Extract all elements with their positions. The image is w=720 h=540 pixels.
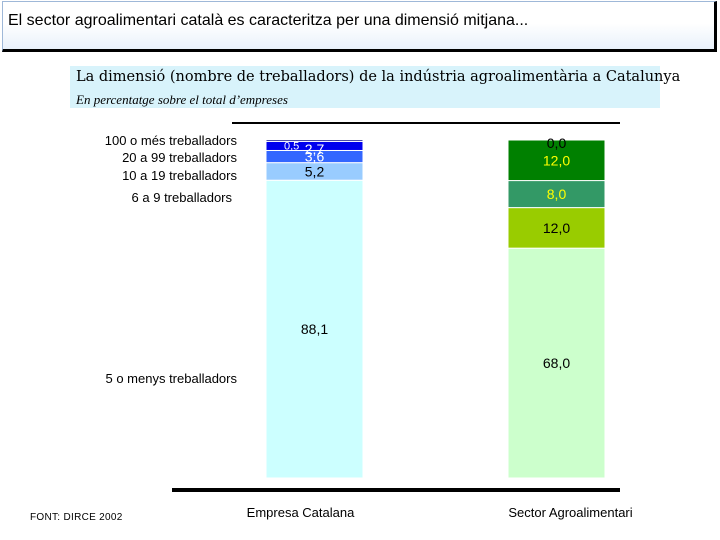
legend-label: 10 a 19 treballadors bbox=[122, 168, 237, 183]
chart-title: La dimensió (nombre de treballadors) de … bbox=[76, 69, 681, 85]
legend-label: 20 a 99 treballadors bbox=[122, 150, 237, 165]
data-label: 12,0 bbox=[543, 152, 570, 168]
legend-label: 5 o menys treballadors bbox=[105, 371, 237, 386]
data-label: 5,2 bbox=[305, 163, 325, 179]
data-label: 2,7 bbox=[305, 141, 325, 157]
bar-segment bbox=[507, 139, 606, 182]
data-label: 88,1 bbox=[301, 321, 328, 337]
slide-title: El sector agroalimentari català es carac… bbox=[8, 12, 529, 29]
data-label: 12,0 bbox=[543, 220, 570, 236]
category-label: Sector Agroalimentari bbox=[508, 505, 632, 520]
bar-segment bbox=[265, 139, 364, 142]
legend-label: 6 a 9 treballadors bbox=[132, 190, 233, 205]
data-label: 8,0 bbox=[547, 186, 567, 202]
title-bar: El sector agroalimentari català es carac… bbox=[2, 1, 717, 52]
data-label: 68,0 bbox=[543, 355, 570, 371]
bar-segment bbox=[507, 247, 606, 479]
chart-title-box: La dimensió (nombre de treballadors) de … bbox=[70, 66, 680, 108]
bar-segment bbox=[507, 180, 606, 209]
chart-subtitle: En percentatge sobre el total d’empreses bbox=[76, 92, 288, 107]
category-label: Empresa Catalana bbox=[247, 505, 355, 520]
bar-segment bbox=[265, 179, 364, 479]
data-label: 3,6 bbox=[305, 149, 325, 165]
legend-label: 100 o més treballadors bbox=[105, 133, 238, 148]
data-label: 0,0 bbox=[547, 135, 567, 151]
data-label: 0,5 bbox=[284, 141, 299, 153]
source-note: FONT: DIRCE 2002 bbox=[30, 512, 123, 523]
